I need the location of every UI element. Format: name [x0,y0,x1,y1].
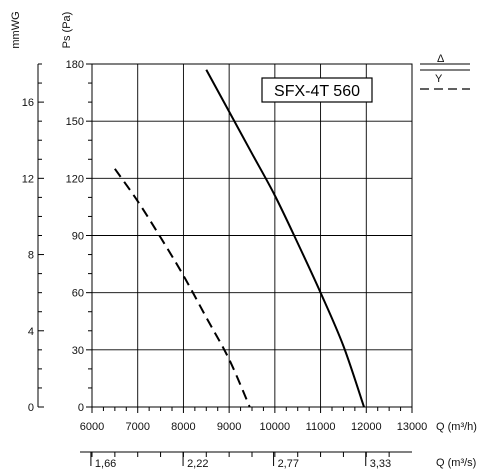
y2-tick-label: 12 [22,173,34,185]
axes: 0 30 60 90 120 150 180 0 4 8 12 16 6000 7000 8000 9000 1… [22,59,428,470]
series-line-delta [205,69,365,408]
series-lines [114,69,365,408]
chart-title: SFX-4T 560 [274,83,360,100]
y-tick-label: 0 [78,402,84,414]
y-tick-label: 90 [72,231,84,243]
model-label-box: SFX-4T 560 [261,77,373,103]
x2-tick-label: 1,66 [95,458,116,470]
y-axis-title: Ps (Pa) [61,12,73,49]
y2-tick-label: 8 [28,250,34,262]
x-tick-label: 9000 [217,421,241,433]
x2-tick-label: 2,77 [278,458,299,470]
y-tick-label: 60 [72,288,84,300]
series-line-y [114,168,251,408]
y-tick-label: 30 [72,345,84,357]
x2-axis-title: Q (m³/s) [436,457,476,469]
y-tick-label: 120 [66,173,84,185]
x-tick-label: 7000 [125,421,149,433]
legend: Δ Y [420,53,470,90]
x-tick-label: 10000 [260,421,291,433]
x2-tick-label: 2,22 [187,458,208,470]
x-tick-label: 13000 [397,421,428,433]
x-axis-title: Q (m³/h) [436,421,477,433]
y2-tick-label: 16 [22,97,34,109]
y-tick-label: 180 [66,59,84,71]
y2-tick-label: 0 [28,402,34,414]
x-tick-label: 12000 [351,421,382,433]
y-tick-label: 150 [66,116,84,128]
y2-tick-label: 4 [28,326,34,338]
grid [91,63,413,408]
legend-label-delta: Δ [437,53,445,65]
x-tick-label: 6000 [80,421,104,433]
y2-axis-title: mmWG [10,11,22,48]
x-tick-label: 11000 [306,421,336,433]
x-tick-label: 8000 [171,421,195,433]
legend-label-y: Y [435,73,443,85]
x2-tick-label: 3,33 [370,458,391,470]
